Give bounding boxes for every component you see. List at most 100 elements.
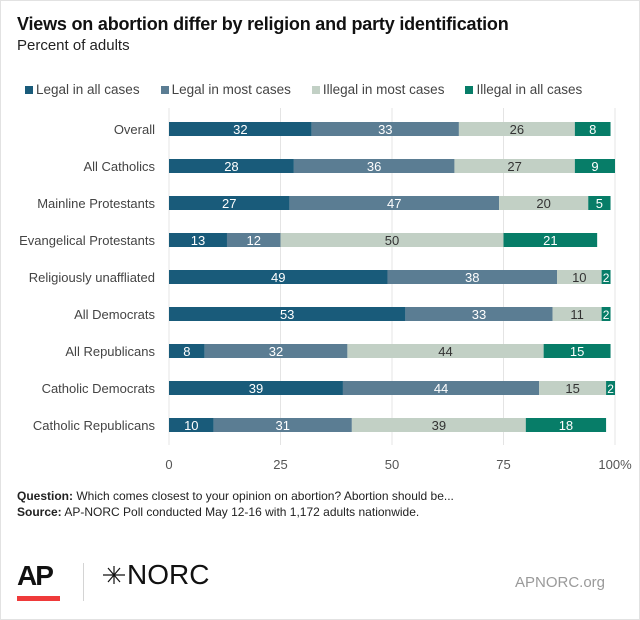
data-label: 15 [565, 381, 579, 396]
ap-logo: AP [17, 560, 54, 591]
data-label: 12 [247, 233, 261, 248]
site-link[interactable]: APNORC.org [515, 574, 606, 591]
bar-segment [311, 122, 459, 136]
x-tick-label: 100% [598, 457, 632, 472]
bar-segment [347, 344, 544, 358]
bar-segment [574, 159, 615, 173]
bar-segment [601, 307, 611, 321]
category-label: Catholic Republicans [33, 418, 156, 433]
legend-swatch [311, 85, 320, 94]
bar-segment [169, 233, 227, 247]
bar-segment [169, 344, 205, 358]
category-label: Mainline Protestants [37, 196, 155, 211]
legend: Legal in all cases Legal in most cases Ill… [25, 82, 603, 97]
x-tick-label: 25 [273, 457, 287, 472]
x-tick-label: 0 [165, 457, 172, 472]
bar-segment [601, 270, 611, 284]
bar-segment [213, 418, 352, 432]
data-label: 2 [607, 382, 614, 396]
bar-segment [557, 270, 602, 284]
data-label: 18 [559, 418, 573, 433]
bar-segment [543, 344, 611, 358]
norc-star-icon [103, 566, 125, 584]
data-label: 27 [222, 196, 236, 211]
category-label: All Catholics [83, 159, 155, 174]
bar-segment [525, 418, 607, 432]
data-label: 32 [233, 122, 247, 137]
question-text: Which comes closest to your opinion on a… [73, 489, 454, 503]
data-label: 27 [507, 159, 521, 174]
data-label: 49 [271, 270, 285, 285]
data-label: 47 [387, 196, 401, 211]
bar-segment [454, 159, 575, 173]
question-label: Question: [17, 489, 73, 503]
data-label: 20 [536, 196, 550, 211]
bar-segment [226, 233, 281, 247]
legend-swatch [25, 85, 33, 94]
data-label: 38 [465, 270, 479, 285]
category-label: All Democrats [74, 307, 155, 322]
bar-segment [552, 307, 602, 321]
x-tick-label: 75 [496, 457, 510, 472]
data-label: 26 [510, 122, 524, 137]
data-label: 44 [434, 381, 448, 396]
legend-label: Legal in most cases [171, 82, 291, 97]
bar-segment [405, 307, 553, 321]
source-label: Source: [17, 505, 62, 519]
legend-item: Illegal in all cases [465, 82, 582, 97]
legend-swatch [465, 85, 474, 94]
data-label: 15 [570, 344, 584, 359]
logo-divider [83, 563, 84, 601]
data-label: 53 [280, 307, 294, 322]
legend-swatch [160, 85, 169, 94]
norc-logo-text: NORC [127, 559, 210, 590]
data-label: 31 [275, 418, 289, 433]
bar-segment [387, 270, 558, 284]
data-label: 39 [432, 418, 446, 433]
bar-segment [588, 196, 611, 210]
bar-segment [169, 196, 290, 210]
question-note: Question: Which comes closest to your op… [17, 489, 454, 503]
bar-segment [499, 196, 589, 210]
data-label: 28 [224, 159, 238, 174]
chart-title: Views on abortion differ by religion and… [17, 14, 509, 34]
legend-label: Legal in all cases [36, 82, 140, 97]
category-label: Overall [114, 122, 155, 137]
chart-subtitle: Percent of adults [17, 37, 130, 54]
data-label: 9 [591, 159, 598, 174]
legend-item: Illegal in most cases [311, 82, 445, 97]
norc-logo: NORC [103, 559, 209, 591]
legend-label: Illegal in most cases [322, 82, 445, 97]
data-label: 8 [183, 344, 190, 359]
bar-segment [539, 381, 607, 395]
data-label: 21 [543, 233, 557, 248]
data-label: 10 [572, 270, 586, 285]
bar-segment [606, 381, 615, 395]
data-label: 11 [570, 307, 584, 322]
bar-segment [351, 418, 526, 432]
bar-segment [204, 344, 348, 358]
category-label: All Republicans [65, 344, 155, 359]
category-label: Religiously unaffliated [29, 270, 155, 285]
source-note: Source: AP-NORC Poll conducted May 12-16… [17, 505, 419, 519]
x-tick-label: 50 [385, 457, 399, 472]
ap-logo-underline [17, 596, 60, 601]
data-label: 36 [367, 159, 381, 174]
data-label: 2 [603, 308, 610, 322]
bar-segment [293, 159, 455, 173]
bar-segment [574, 122, 611, 136]
legend-label: Illegal in all cases [476, 82, 583, 97]
source-text: AP-NORC Poll conducted May 12-16 with 1,… [61, 505, 420, 519]
data-label: 33 [472, 307, 486, 322]
category-label: Catholic Democrats [42, 381, 156, 396]
legend-item: Legal in all cases [25, 82, 140, 97]
bar-segment [289, 196, 500, 210]
data-label: 33 [378, 122, 392, 137]
data-label: 50 [385, 233, 399, 248]
data-label: 5 [596, 196, 603, 211]
data-label: 44 [438, 344, 452, 359]
data-label: 2 [603, 271, 610, 285]
bar-segment [503, 233, 598, 247]
bar-segment [169, 122, 312, 136]
